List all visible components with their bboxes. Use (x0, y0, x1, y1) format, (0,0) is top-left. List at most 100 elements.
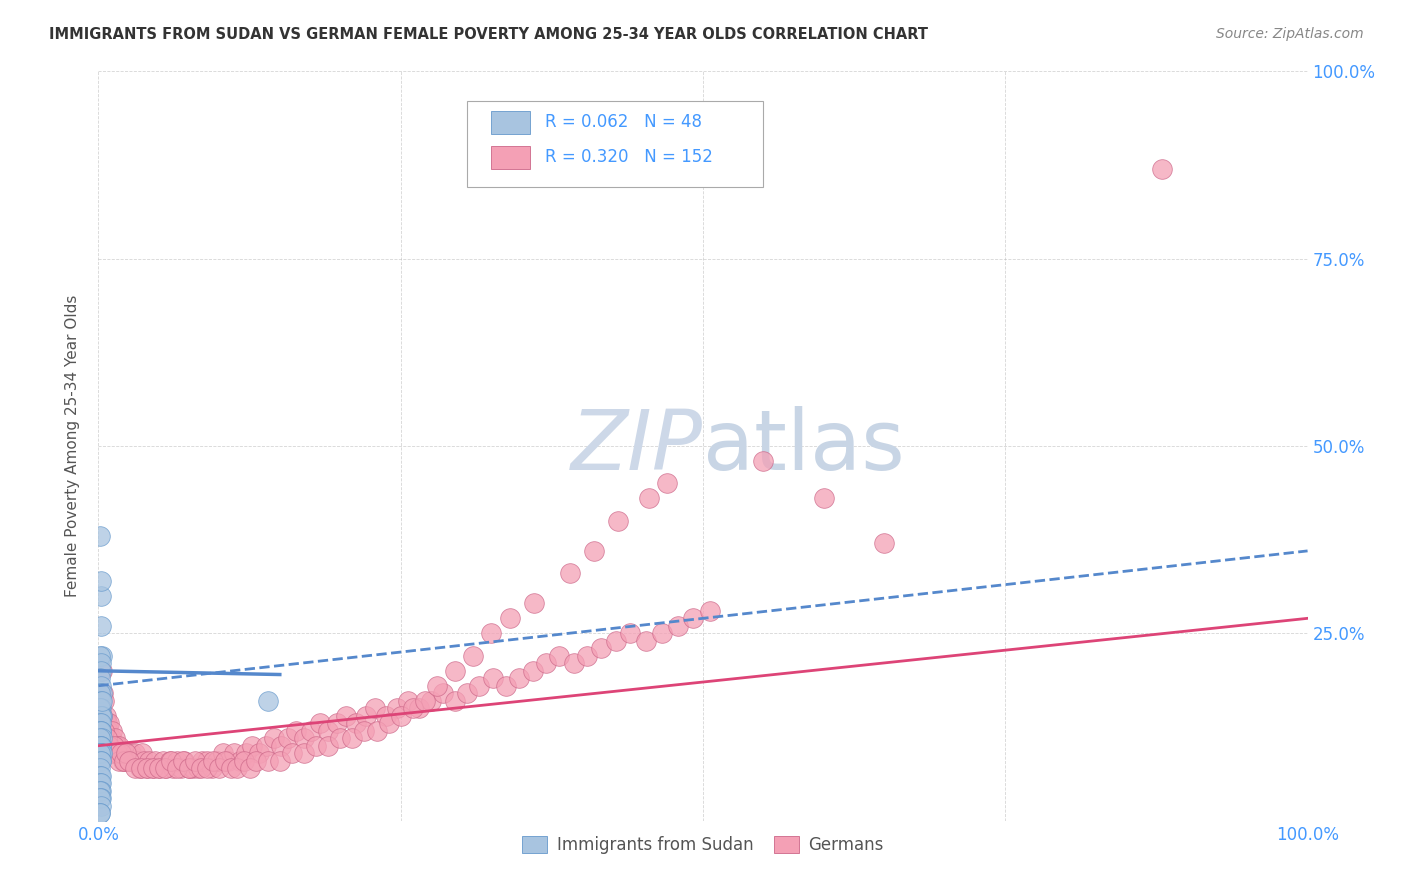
Point (159, 754, 181, 768)
Point (114, 754, 136, 768)
Point (651, 626, 673, 640)
Point (377, 716, 399, 731)
Point (91, 648, 114, 663)
Point (89, 671, 111, 685)
Point (408, 701, 430, 715)
Point (329, 731, 352, 746)
Point (752, 454, 775, 468)
Point (607, 514, 630, 528)
Point (522, 664, 544, 678)
Point (316, 739, 339, 753)
Point (97, 723, 120, 738)
Point (91, 694, 114, 708)
Point (107, 746, 129, 760)
Point (1152, 161, 1174, 176)
Point (90, 701, 112, 715)
Point (575, 648, 598, 663)
Point (229, 754, 252, 768)
Point (256, 754, 278, 768)
Point (495, 679, 517, 693)
Point (89, 648, 111, 663)
Legend: Immigrants from Sudan, Germans: Immigrants from Sudan, Germans (516, 830, 890, 861)
Point (426, 679, 449, 693)
Point (90, 574, 112, 588)
Point (91, 708, 114, 723)
Point (143, 754, 166, 768)
Point (142, 761, 165, 775)
Point (101, 739, 124, 753)
Point (104, 731, 127, 746)
Point (90, 679, 112, 693)
Point (873, 536, 896, 550)
Point (90, 708, 112, 723)
Point (108, 746, 131, 760)
Point (91, 686, 114, 700)
Point (112, 754, 135, 768)
Point (90, 723, 112, 738)
Point (90, 791, 112, 805)
Point (432, 686, 454, 700)
Point (221, 761, 243, 775)
Point (222, 746, 245, 760)
Point (281, 746, 304, 760)
Point (90, 754, 112, 768)
Point (89, 776, 111, 790)
Point (108, 739, 131, 753)
Point (90, 657, 112, 671)
Point (605, 633, 627, 648)
Point (583, 544, 606, 558)
Point (124, 761, 146, 775)
Point (344, 716, 367, 731)
Point (270, 739, 292, 753)
Point (523, 596, 546, 610)
Point (562, 657, 585, 671)
Point (498, 611, 520, 625)
Point (292, 746, 315, 760)
Point (134, 754, 156, 768)
Point (100, 731, 122, 746)
Point (292, 731, 315, 746)
Point (89, 769, 111, 783)
Point (93, 694, 115, 708)
Point (89, 746, 111, 760)
Point (202, 754, 225, 768)
Point (148, 761, 170, 775)
Text: R = 0.320   N = 152: R = 0.320 N = 152 (544, 148, 713, 166)
Point (89, 806, 111, 821)
Point (699, 604, 721, 618)
Point (131, 746, 153, 760)
Point (96, 731, 118, 746)
Point (179, 761, 201, 775)
Point (166, 754, 188, 768)
Point (187, 761, 209, 775)
Point (342, 731, 364, 746)
Text: Source: ZipAtlas.com: Source: ZipAtlas.com (1216, 27, 1364, 41)
Point (239, 761, 262, 775)
Point (263, 731, 285, 746)
Point (112, 746, 135, 760)
Point (155, 761, 177, 775)
Point (105, 746, 128, 760)
Point (129, 761, 152, 775)
Point (354, 708, 377, 723)
Point (128, 761, 150, 775)
Point (98, 716, 121, 731)
Point (190, 761, 212, 775)
Point (245, 754, 267, 768)
Point (103, 739, 125, 753)
FancyBboxPatch shape (467, 102, 763, 187)
Point (90, 664, 112, 678)
Text: atlas: atlas (703, 406, 904, 486)
Point (89, 783, 111, 797)
Point (138, 754, 160, 768)
Point (142, 761, 165, 775)
Point (508, 671, 530, 685)
Point (91, 731, 114, 746)
FancyBboxPatch shape (492, 146, 530, 169)
Point (152, 754, 174, 768)
Point (173, 754, 195, 768)
Point (89, 716, 111, 731)
Point (89, 723, 111, 738)
Point (166, 761, 188, 775)
Point (444, 664, 467, 678)
